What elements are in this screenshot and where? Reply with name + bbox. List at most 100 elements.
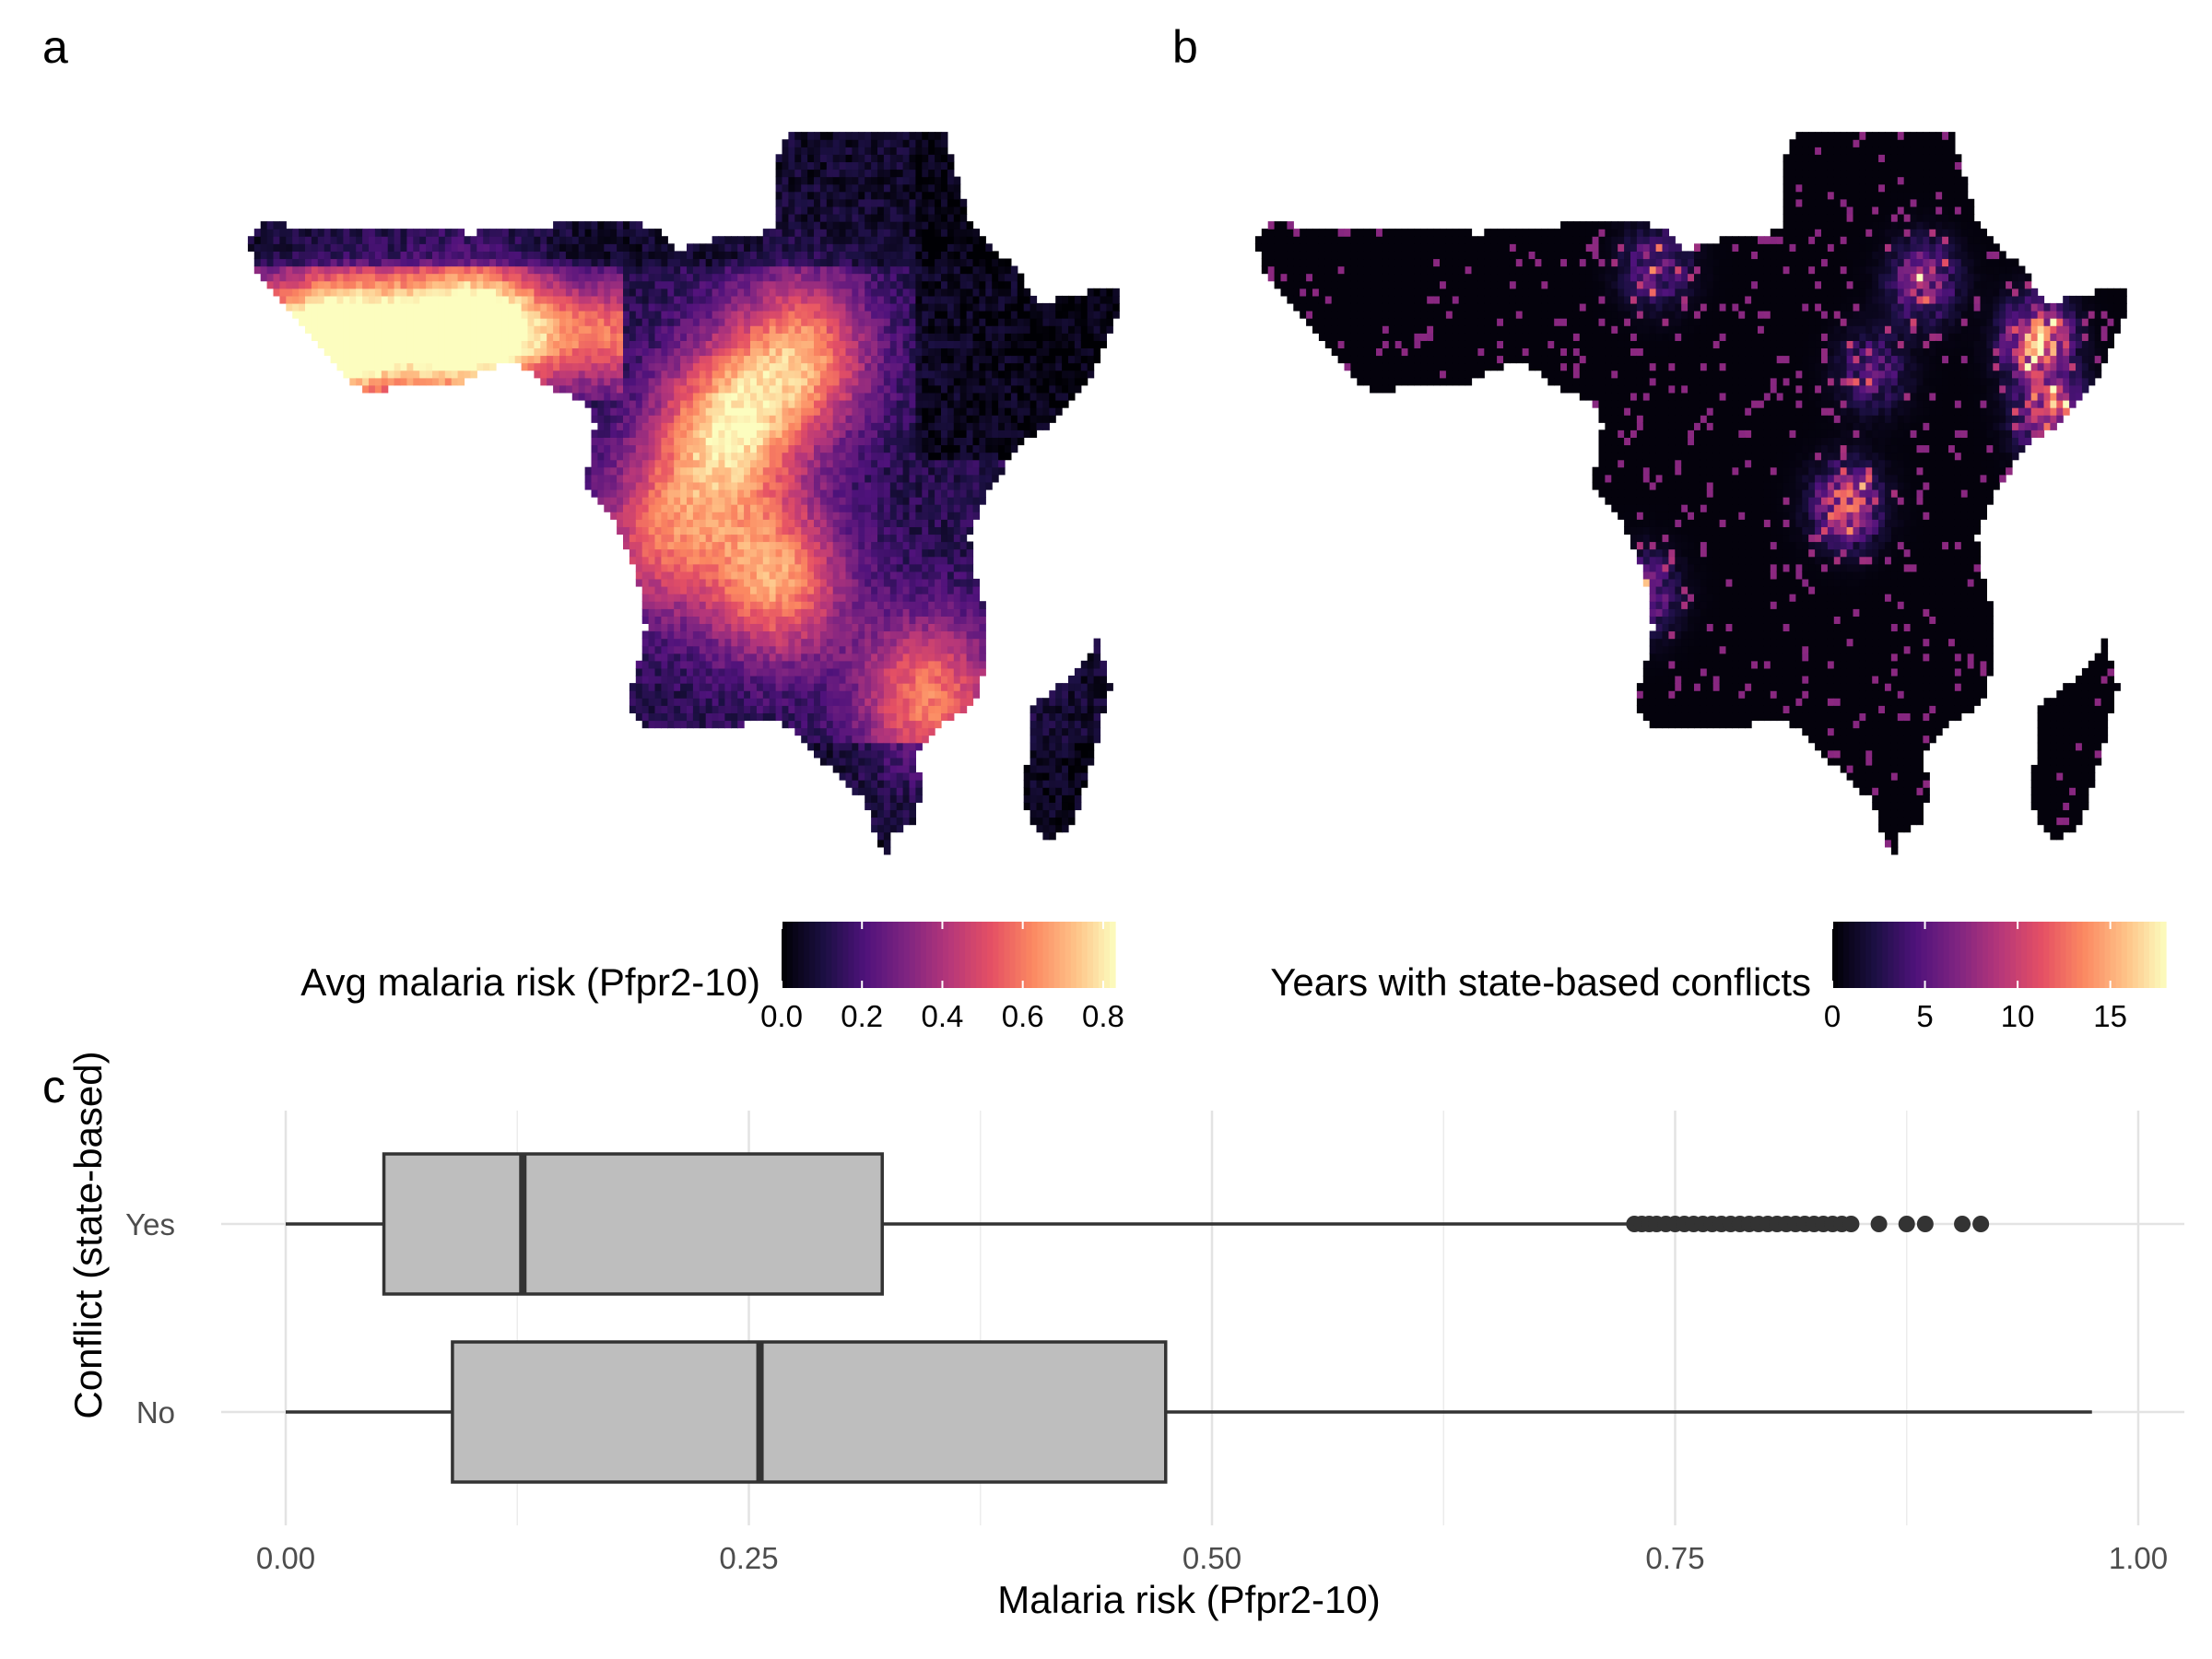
map-cell [826,512,834,520]
map-cell [457,302,465,312]
map-cell [883,183,891,193]
map-cell [426,325,433,334]
map-cell [769,548,777,558]
map-cell [922,370,929,379]
map-cell [674,690,681,699]
map-cell [756,333,764,341]
map-cell [814,571,821,580]
map-cell [928,623,935,632]
map-cell [762,355,771,364]
map-cell [762,236,771,244]
map-cell [394,265,402,275]
map-cell [540,377,547,386]
map-cell [794,608,802,617]
map-cell [819,504,828,512]
map-cell [935,638,942,647]
map-cell [814,288,821,297]
map-cell [865,474,872,483]
map-cell [909,667,916,677]
map-cell [597,273,605,282]
map-cell [807,497,815,505]
map-cell [394,273,402,282]
map-cell [922,392,929,401]
map-cell [871,660,878,669]
map-cell [406,347,414,357]
map-cell [661,526,668,535]
map-cell [623,302,630,312]
map-cell [801,251,808,260]
map-cell [744,638,751,647]
map-cell [635,407,643,416]
map-cell [922,280,929,289]
map-cell [788,481,795,490]
map-cell [756,481,764,490]
map-cell [858,653,865,662]
map-cell [674,623,681,632]
map-cell [712,302,720,312]
map-cell [724,347,732,357]
map-cell [877,698,885,706]
map-cell [750,318,758,326]
map-cell [839,295,847,304]
map-cell [641,347,650,357]
map-cell [744,616,751,624]
map-cell [928,705,935,713]
map-cell [794,243,802,252]
map-cell [750,578,758,587]
map-cell [305,236,312,244]
map-cell [896,466,904,476]
map-cell [782,139,789,147]
map-cell [527,273,535,282]
map-cell [839,132,847,140]
map-cell [617,221,624,229]
map-cell [718,437,725,446]
map-cell [807,325,815,334]
map-cell [571,221,580,229]
map-cell [832,504,841,512]
map-cell [935,362,942,371]
map-cell [604,355,611,364]
map-cell [687,452,694,461]
map-cell [762,258,771,267]
map-cell [496,295,503,304]
map-cell [617,481,624,490]
map-cell [534,340,541,348]
map-cell [769,347,777,357]
map-cell [705,676,713,684]
map-cell [801,392,808,401]
map-cell [648,578,656,587]
map-cell [547,251,554,260]
map-cell [865,392,872,401]
map-cell [819,526,828,535]
map-cell [559,288,567,297]
map-cell [871,333,878,341]
map-cell [674,384,681,394]
map-cell [832,660,841,669]
map-cell [839,311,847,319]
map-cell [718,698,725,706]
map-cell [604,497,611,505]
map-cell [865,459,872,468]
map-cell [769,229,777,237]
map-cell [845,690,853,699]
map-cell [801,727,808,736]
map-cell [865,586,872,594]
map-cell [750,370,758,379]
map-cell [756,541,764,550]
map-cell [782,720,789,729]
map-cell [896,176,904,185]
map-cell [648,325,656,334]
map-cell [699,630,707,640]
map-cell [852,563,859,572]
map-cell [826,437,834,446]
map-cell [737,273,745,282]
map-cell [845,183,853,193]
map-cell [591,302,598,312]
map-cell [286,288,293,297]
map-cell [369,311,376,319]
map-cell [718,578,725,587]
map-cell [909,347,916,357]
map-cell [839,727,847,736]
map-cell [635,437,643,446]
map-cell [832,429,841,438]
